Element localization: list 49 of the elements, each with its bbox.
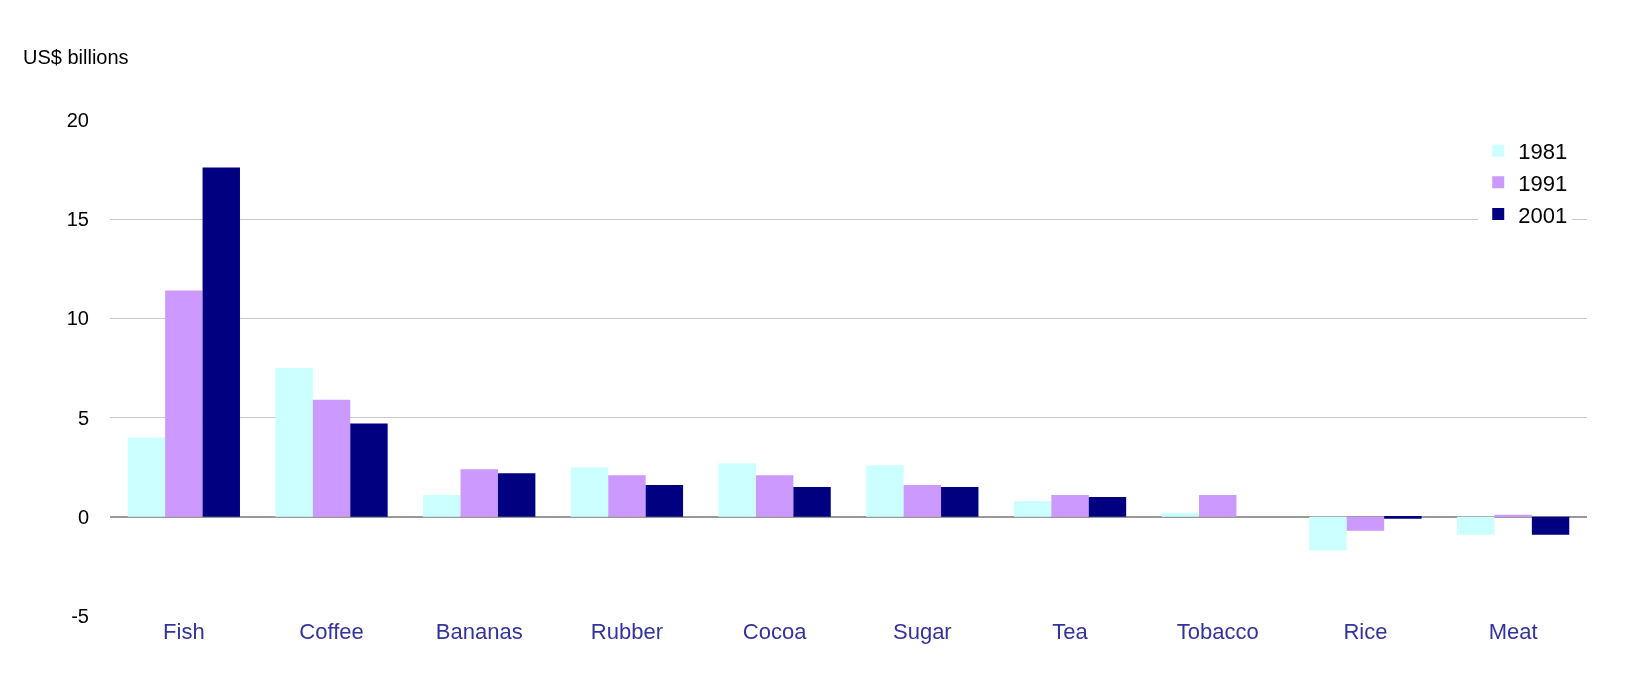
bar <box>1457 516 1495 535</box>
bar <box>1346 516 1385 531</box>
bar <box>127 437 166 517</box>
bar <box>423 494 461 517</box>
y-tick-label: 15 <box>66 208 89 231</box>
bar <box>460 469 498 517</box>
bar <box>645 485 684 517</box>
y-tick-label: 0 <box>77 505 89 528</box>
bar <box>497 473 536 517</box>
bar <box>755 475 794 517</box>
y-tick-label: -5 <box>71 605 89 627</box>
x-tick-label: Tobacco <box>1176 619 1259 644</box>
bar <box>275 368 313 517</box>
x-tick-label: Rice <box>1343 619 1388 644</box>
x-tick-label: Meat <box>1488 619 1538 644</box>
bar <box>312 399 351 517</box>
y-axis-title: US$ billions <box>23 46 129 68</box>
bar <box>1384 516 1422 519</box>
y-tick-label: 5 <box>77 406 89 429</box>
bar <box>570 467 609 517</box>
x-tick-label: Coffee <box>299 619 364 644</box>
bar <box>1161 512 1200 517</box>
bar <box>1494 514 1532 517</box>
bar <box>941 487 979 517</box>
x-tick-label: Rubber <box>590 619 664 644</box>
bar <box>866 465 904 517</box>
x-tick-label: Fish <box>163 619 205 644</box>
bar <box>1051 494 1089 517</box>
y-tick-label: 20 <box>66 109 89 131</box>
bar <box>1088 496 1127 517</box>
bar <box>903 485 942 517</box>
bar <box>165 290 203 517</box>
legend-label: 2001 <box>1518 202 1568 228</box>
bar <box>1309 516 1347 551</box>
bar <box>350 423 388 517</box>
bar <box>793 487 831 517</box>
bar <box>608 475 646 517</box>
x-tick-label: Bananas <box>435 619 523 644</box>
x-tick-label: Cocoa <box>742 619 808 644</box>
bar <box>202 167 240 517</box>
bar <box>1531 516 1570 535</box>
bar <box>1199 494 1237 517</box>
legend-label: 1981 <box>1518 139 1568 165</box>
x-tick-label: Tea <box>1052 619 1089 644</box>
bar <box>1013 500 1052 517</box>
legend-label: 1991 <box>1518 170 1568 196</box>
bar <box>718 463 756 517</box>
x-tick-label: Sugar <box>892 619 952 644</box>
y-tick-label: 10 <box>66 307 89 330</box>
